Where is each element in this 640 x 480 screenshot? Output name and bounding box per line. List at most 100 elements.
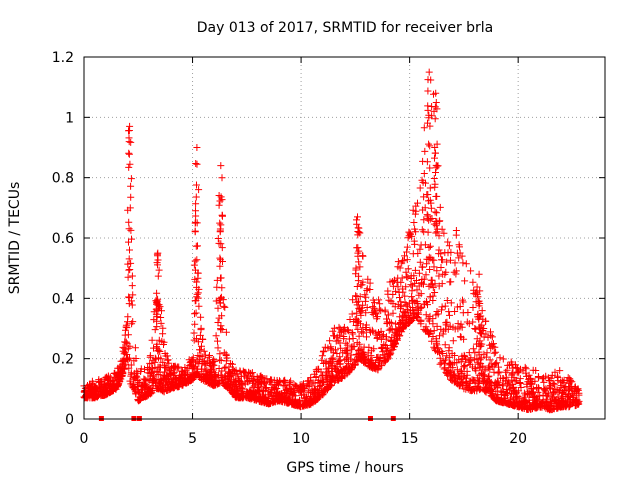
data-point <box>431 154 438 162</box>
data-point <box>357 311 365 319</box>
data-point <box>407 281 415 289</box>
data-point <box>424 301 431 309</box>
data-point <box>132 355 140 362</box>
data-point <box>250 382 258 390</box>
x-tick-label: 0 <box>80 431 89 447</box>
data-point <box>220 364 228 372</box>
data-point <box>426 329 434 337</box>
data-point <box>125 150 133 158</box>
data-point <box>411 279 419 287</box>
data-point <box>394 283 402 291</box>
data-point <box>193 160 201 168</box>
data-point <box>127 226 135 234</box>
data-point <box>126 246 133 254</box>
data-point <box>517 384 525 391</box>
data-point <box>435 272 443 280</box>
data-point <box>441 341 449 349</box>
data-point <box>194 274 202 282</box>
data-point <box>262 384 270 391</box>
data-point <box>438 306 445 314</box>
data-points <box>80 68 583 421</box>
data-point <box>317 368 325 376</box>
data-point <box>416 184 424 192</box>
data-point <box>466 377 474 385</box>
data-point <box>344 347 351 355</box>
data-point <box>499 355 507 363</box>
data-point <box>381 306 389 314</box>
data-point <box>216 350 224 358</box>
data-point <box>199 336 207 343</box>
data-point <box>353 283 361 290</box>
data-point <box>510 383 517 391</box>
data-point <box>352 322 360 329</box>
data-point <box>494 369 502 377</box>
data-point <box>128 235 135 243</box>
data-point <box>222 357 230 365</box>
data-point <box>455 254 463 262</box>
data-point <box>362 309 370 317</box>
data-point <box>196 331 204 339</box>
data-point <box>472 367 480 375</box>
data-point <box>126 122 134 130</box>
data-point <box>129 291 137 299</box>
x-axis-label: GPS time / hours <box>286 460 403 476</box>
data-point <box>421 147 429 155</box>
data-point <box>218 244 226 252</box>
data-point <box>329 355 337 363</box>
x-tick-label: 20 <box>509 431 527 447</box>
data-point <box>125 163 133 171</box>
data-point <box>197 346 205 354</box>
data-point <box>371 362 379 369</box>
data-point <box>445 242 453 250</box>
data-point <box>248 369 256 377</box>
data-point <box>426 242 434 250</box>
data-point <box>446 353 454 361</box>
data-point <box>368 326 376 334</box>
data-point <box>400 257 408 265</box>
data-point <box>482 317 490 325</box>
data-point <box>439 350 447 357</box>
data-point <box>194 242 201 250</box>
data-point <box>221 303 229 311</box>
grid-lines <box>84 57 605 419</box>
data-point <box>486 379 494 387</box>
data-point <box>430 175 438 182</box>
data-point <box>366 286 374 293</box>
data-point <box>433 322 441 330</box>
data-point <box>421 204 429 212</box>
data-point <box>411 266 419 274</box>
data-point <box>496 354 504 362</box>
data-point <box>478 307 486 315</box>
data-point <box>336 356 344 364</box>
data-point <box>153 367 161 375</box>
data-point <box>467 354 475 362</box>
data-point <box>355 258 363 266</box>
data-point <box>383 333 390 341</box>
data-point <box>426 215 434 223</box>
data-point <box>192 160 200 167</box>
data-point <box>471 349 479 357</box>
data-point <box>422 271 430 279</box>
data-point <box>425 68 433 76</box>
data-point <box>493 359 501 367</box>
y-tick-label: 0.2 <box>52 352 74 368</box>
data-point <box>336 339 344 347</box>
data-point <box>540 378 548 386</box>
data-point <box>375 296 383 304</box>
data-point <box>462 355 470 363</box>
data-point <box>286 379 294 387</box>
data-point <box>419 263 427 271</box>
data-point <box>490 340 497 348</box>
data-point <box>392 287 400 295</box>
data-point <box>460 363 468 371</box>
data-point <box>444 238 452 246</box>
data-point <box>362 321 370 329</box>
data-point <box>413 286 421 294</box>
data-point <box>347 351 355 359</box>
data-point <box>122 338 130 346</box>
data-point <box>191 310 198 318</box>
data-point <box>220 302 228 310</box>
data-point <box>416 258 424 266</box>
data-point <box>495 368 503 376</box>
data-point <box>335 331 343 339</box>
